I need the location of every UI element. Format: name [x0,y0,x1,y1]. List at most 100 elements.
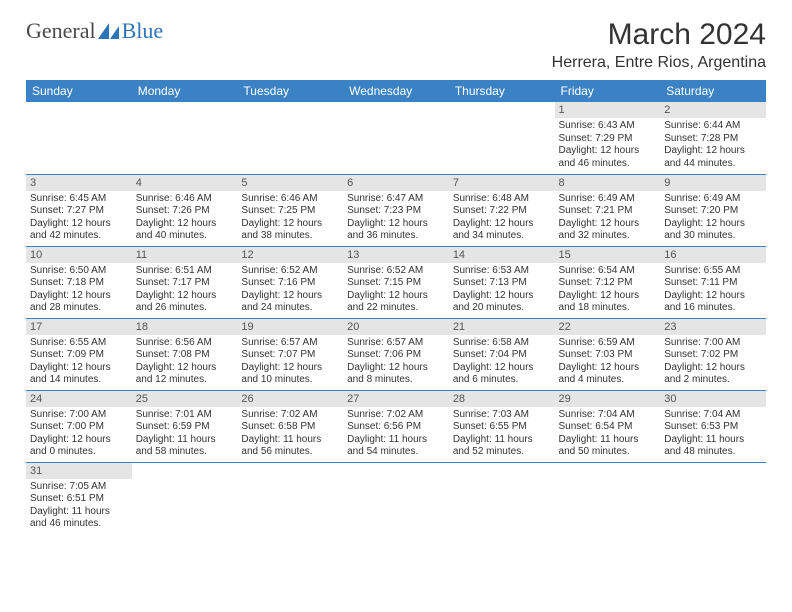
calendar-cell: 25Sunrise: 7:01 AMSunset: 6:59 PMDayligh… [132,390,238,462]
calendar-cell [449,462,555,534]
day-details: Sunrise: 7:01 AMSunset: 6:59 PMDaylight:… [132,407,238,461]
calendar-cell: 30Sunrise: 7:04 AMSunset: 6:53 PMDayligh… [660,390,766,462]
day-details: Sunrise: 6:54 AMSunset: 7:12 PMDaylight:… [555,263,661,317]
day-number: 8 [555,175,661,191]
logo-word-2: Blue [122,18,164,44]
weekday-header: Tuesday [237,80,343,102]
day-number: 5 [237,175,343,191]
day-number: 9 [660,175,766,191]
calendar-cell: 7Sunrise: 6:48 AMSunset: 7:22 PMDaylight… [449,174,555,246]
calendar-cell: 20Sunrise: 6:57 AMSunset: 7:06 PMDayligh… [343,318,449,390]
calendar-cell: 9Sunrise: 6:49 AMSunset: 7:20 PMDaylight… [660,174,766,246]
day-number: 19 [237,319,343,335]
day-number: 24 [26,391,132,407]
day-details: Sunrise: 6:46 AMSunset: 7:26 PMDaylight:… [132,191,238,245]
calendar-cell [26,102,132,174]
calendar-cell [555,462,661,534]
calendar-cell: 3Sunrise: 6:45 AMSunset: 7:27 PMDaylight… [26,174,132,246]
calendar-cell [343,462,449,534]
day-number: 28 [449,391,555,407]
day-number: 3 [26,175,132,191]
day-number: 13 [343,247,449,263]
calendar-cell: 26Sunrise: 7:02 AMSunset: 6:58 PMDayligh… [237,390,343,462]
weekday-header: Sunday [26,80,132,102]
day-number: 18 [132,319,238,335]
day-number: 22 [555,319,661,335]
calendar-cell: 4Sunrise: 6:46 AMSunset: 7:26 PMDaylight… [132,174,238,246]
day-number: 2 [660,102,766,118]
calendar-cell: 27Sunrise: 7:02 AMSunset: 6:56 PMDayligh… [343,390,449,462]
day-details: Sunrise: 6:43 AMSunset: 7:29 PMDaylight:… [555,118,661,172]
calendar-cell: 10Sunrise: 6:50 AMSunset: 7:18 PMDayligh… [26,246,132,318]
day-number: 30 [660,391,766,407]
day-number: 7 [449,175,555,191]
day-number: 29 [555,391,661,407]
weekday-header: Saturday [660,80,766,102]
calendar-header-row: SundayMondayTuesdayWednesdayThursdayFrid… [26,80,766,102]
title-block: March 2024 Herrera, Entre Rios, Argentin… [552,18,766,72]
calendar-cell: 17Sunrise: 6:55 AMSunset: 7:09 PMDayligh… [26,318,132,390]
location: Herrera, Entre Rios, Argentina [552,54,766,72]
day-details: Sunrise: 6:51 AMSunset: 7:17 PMDaylight:… [132,263,238,317]
day-number: 16 [660,247,766,263]
day-details: Sunrise: 6:49 AMSunset: 7:21 PMDaylight:… [555,191,661,245]
calendar-table: SundayMondayTuesdayWednesdayThursdayFrid… [26,80,766,534]
calendar-cell [237,462,343,534]
day-number: 11 [132,247,238,263]
day-details: Sunrise: 6:57 AMSunset: 7:07 PMDaylight:… [237,335,343,389]
day-details: Sunrise: 6:46 AMSunset: 7:25 PMDaylight:… [237,191,343,245]
calendar-cell: 13Sunrise: 6:52 AMSunset: 7:15 PMDayligh… [343,246,449,318]
day-details: Sunrise: 7:02 AMSunset: 6:56 PMDaylight:… [343,407,449,461]
day-number: 21 [449,319,555,335]
calendar-cell: 8Sunrise: 6:49 AMSunset: 7:21 PMDaylight… [555,174,661,246]
day-details: Sunrise: 6:55 AMSunset: 7:09 PMDaylight:… [26,335,132,389]
calendar-cell: 5Sunrise: 6:46 AMSunset: 7:25 PMDaylight… [237,174,343,246]
calendar-cell: 6Sunrise: 6:47 AMSunset: 7:23 PMDaylight… [343,174,449,246]
weekday-header: Thursday [449,80,555,102]
day-details: Sunrise: 7:00 AMSunset: 7:00 PMDaylight:… [26,407,132,461]
day-number: 23 [660,319,766,335]
day-details: Sunrise: 7:05 AMSunset: 6:51 PMDaylight:… [26,479,132,533]
day-number: 12 [237,247,343,263]
calendar-cell [237,102,343,174]
calendar-cell: 23Sunrise: 7:00 AMSunset: 7:02 PMDayligh… [660,318,766,390]
day-details: Sunrise: 6:58 AMSunset: 7:04 PMDaylight:… [449,335,555,389]
day-details: Sunrise: 6:47 AMSunset: 7:23 PMDaylight:… [343,191,449,245]
day-number: 10 [26,247,132,263]
calendar-cell: 11Sunrise: 6:51 AMSunset: 7:17 PMDayligh… [132,246,238,318]
day-details: Sunrise: 6:49 AMSunset: 7:20 PMDaylight:… [660,191,766,245]
calendar-cell: 24Sunrise: 7:00 AMSunset: 7:00 PMDayligh… [26,390,132,462]
day-details: Sunrise: 6:59 AMSunset: 7:03 PMDaylight:… [555,335,661,389]
day-details: Sunrise: 6:45 AMSunset: 7:27 PMDaylight:… [26,191,132,245]
day-number: 25 [132,391,238,407]
calendar-cell [132,462,238,534]
day-number: 31 [26,463,132,479]
day-number: 15 [555,247,661,263]
weekday-header: Friday [555,80,661,102]
day-number: 4 [132,175,238,191]
calendar-cell: 1Sunrise: 6:43 AMSunset: 7:29 PMDaylight… [555,102,661,174]
day-details: Sunrise: 6:44 AMSunset: 7:28 PMDaylight:… [660,118,766,172]
day-details: Sunrise: 6:57 AMSunset: 7:06 PMDaylight:… [343,335,449,389]
month-title: March 2024 [552,18,766,52]
day-details: Sunrise: 7:02 AMSunset: 6:58 PMDaylight:… [237,407,343,461]
calendar-cell: 31Sunrise: 7:05 AMSunset: 6:51 PMDayligh… [26,462,132,534]
day-details: Sunrise: 6:48 AMSunset: 7:22 PMDaylight:… [449,191,555,245]
day-number: 14 [449,247,555,263]
logo-sail-icon [98,23,120,39]
calendar-cell: 19Sunrise: 6:57 AMSunset: 7:07 PMDayligh… [237,318,343,390]
day-details: Sunrise: 6:56 AMSunset: 7:08 PMDaylight:… [132,335,238,389]
day-details: Sunrise: 7:00 AMSunset: 7:02 PMDaylight:… [660,335,766,389]
calendar-cell: 28Sunrise: 7:03 AMSunset: 6:55 PMDayligh… [449,390,555,462]
calendar-cell [449,102,555,174]
calendar-cell: 16Sunrise: 6:55 AMSunset: 7:11 PMDayligh… [660,246,766,318]
day-details: Sunrise: 6:52 AMSunset: 7:16 PMDaylight:… [237,263,343,317]
day-details: Sunrise: 6:50 AMSunset: 7:18 PMDaylight:… [26,263,132,317]
day-number: 17 [26,319,132,335]
day-number: 27 [343,391,449,407]
day-number: 20 [343,319,449,335]
page-header: General Blue March 2024 Herrera, Entre R… [26,18,766,72]
day-number: 6 [343,175,449,191]
day-details: Sunrise: 7:04 AMSunset: 6:54 PMDaylight:… [555,407,661,461]
day-details: Sunrise: 7:04 AMSunset: 6:53 PMDaylight:… [660,407,766,461]
